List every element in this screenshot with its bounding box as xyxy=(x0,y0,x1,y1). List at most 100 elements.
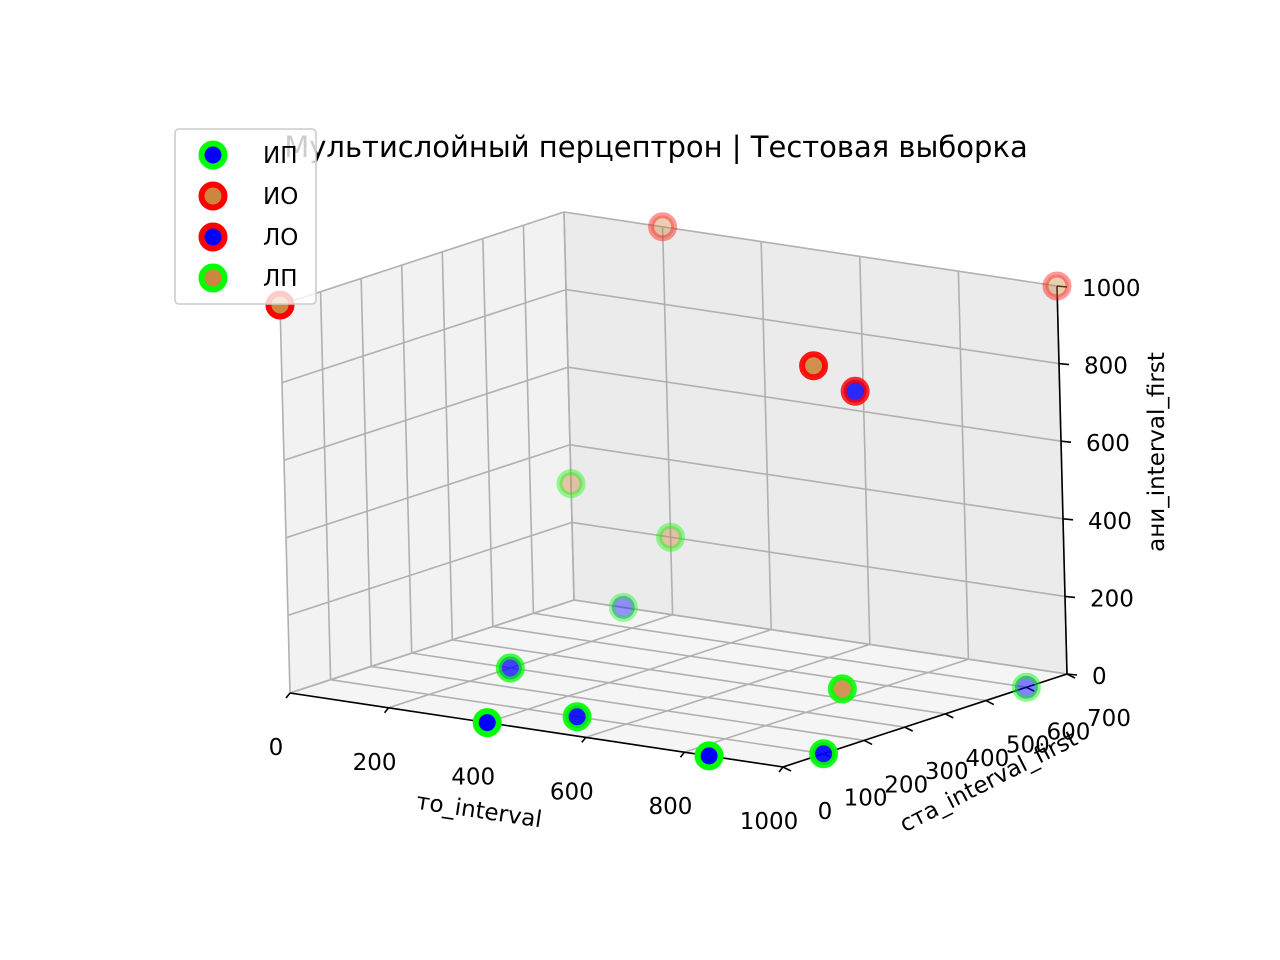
z-tick-mark xyxy=(1058,362,1070,366)
scatter-point-series-0 xyxy=(495,653,525,683)
z-tick-mark xyxy=(1066,673,1078,676)
scatter-point-series-1 xyxy=(1042,271,1072,301)
grid-y-floor xyxy=(452,639,946,715)
grid-x-back xyxy=(957,271,970,660)
x-tick-label: 400 xyxy=(451,765,495,791)
z-tick-label: 800 xyxy=(1084,354,1128,380)
y-tick-mark xyxy=(944,713,954,719)
grid-x-floor xyxy=(486,628,772,724)
x-axis-label: то_interval xyxy=(414,789,543,833)
grid-y-left xyxy=(319,291,332,680)
grid-z-left xyxy=(287,521,573,617)
y-tick-mark xyxy=(985,699,995,706)
legend-marker xyxy=(198,263,228,293)
grid-y-floor xyxy=(411,652,905,728)
legend-label: ЛО xyxy=(263,225,298,251)
grid-z-left xyxy=(283,366,569,461)
z-axis-label: ани_interval_first xyxy=(1144,352,1170,552)
pane-back xyxy=(564,212,1067,674)
grid-z-left xyxy=(285,444,571,539)
y-tick-mark xyxy=(782,766,792,772)
grid-z-back xyxy=(563,211,1058,287)
x-tick-mark xyxy=(679,751,686,758)
y-tick-mark xyxy=(904,726,914,732)
grid-y-left xyxy=(482,238,494,627)
x-tick-mark xyxy=(285,692,291,699)
z-tick-label: 600 xyxy=(1086,431,1130,457)
x-tick-label: 800 xyxy=(648,794,692,820)
grid-y-left xyxy=(360,278,372,667)
y-tick-label: 700 xyxy=(1087,706,1131,732)
grid-z-back xyxy=(569,444,1064,520)
grid-z-back xyxy=(565,288,1060,365)
scatter-point-series-0 xyxy=(472,708,502,738)
z-tick-label: 400 xyxy=(1088,509,1132,535)
scatter-point-series-0 xyxy=(809,739,839,769)
y-tick-mark xyxy=(863,739,873,746)
chart-title: Мультислойный перцептрон | Тестовая выбо… xyxy=(284,130,1027,164)
x-tick-mark xyxy=(383,707,390,714)
scatter-point-series-2 xyxy=(840,376,870,406)
y-tick-label: 200 xyxy=(884,772,928,798)
y-tick-label: 100 xyxy=(844,786,888,812)
scatter-point-series-3 xyxy=(827,674,857,704)
legend-marker xyxy=(198,181,228,211)
grid-z-left xyxy=(279,211,565,306)
x-tick-label: 200 xyxy=(353,750,397,776)
x-tick-mark xyxy=(778,766,784,773)
legend-label: ИП xyxy=(263,143,298,169)
z-tick-label: 1000 xyxy=(1082,276,1141,302)
grid-z-left xyxy=(289,599,575,694)
grid-x-floor xyxy=(684,658,969,753)
axis-panes xyxy=(280,212,1067,767)
grid-y-floor xyxy=(533,612,1027,689)
scatter-point-series-1 xyxy=(799,351,829,381)
legend-label: ЛП xyxy=(263,266,298,292)
grid-z-back xyxy=(567,366,1062,442)
scatter-point-series-3 xyxy=(556,469,586,499)
grid-z-left xyxy=(281,288,567,384)
grid-y-floor xyxy=(492,625,986,702)
grid-x-back xyxy=(661,226,674,615)
scatter-point-series-1 xyxy=(648,212,678,242)
z-tick-mark xyxy=(1056,285,1068,288)
grid-y-left xyxy=(563,211,575,601)
grid-x-back xyxy=(760,241,772,630)
grid-y-left xyxy=(400,265,413,654)
grid-y-left xyxy=(522,225,535,614)
y-tick-label: 400 xyxy=(965,746,1009,772)
x-tick-label: 0 xyxy=(269,735,284,761)
x-tick-mark xyxy=(581,736,587,743)
z-tick-mark xyxy=(1060,440,1072,443)
legend: ИП ИО ЛО ЛП xyxy=(174,128,317,305)
scatter-point-series-3 xyxy=(656,522,686,552)
grid-x-back xyxy=(859,256,871,645)
y-tick-label: 300 xyxy=(925,759,969,785)
grid-z-back xyxy=(571,521,1066,598)
legend-box xyxy=(174,128,317,305)
x-tick-label: 600 xyxy=(550,779,594,805)
z-tick-label: 200 xyxy=(1090,586,1134,612)
legend-marker xyxy=(198,222,228,252)
grid-z-back xyxy=(573,599,1068,675)
pane-left xyxy=(280,212,574,693)
grid-x-floor xyxy=(388,614,673,709)
grid-y-left xyxy=(279,304,291,694)
y-tick-mark xyxy=(1026,686,1035,693)
x-tick-label: 1000 xyxy=(740,809,799,835)
grid-x-floor xyxy=(585,643,871,739)
legend-label: ИО xyxy=(263,184,298,210)
z-axis-line xyxy=(1056,285,1068,675)
scatter-point-series-0 xyxy=(562,702,592,732)
legend-marker xyxy=(198,140,228,170)
y-tick-label: 0 xyxy=(818,799,833,825)
grid-y-floor xyxy=(371,665,865,742)
z-tick-mark xyxy=(1062,518,1074,521)
z-tick-mark xyxy=(1064,595,1076,599)
pane-floor xyxy=(290,600,1067,767)
scatter-point-series-0 xyxy=(694,741,724,771)
data-points xyxy=(265,212,1072,771)
y-tick-label: 600 xyxy=(1046,719,1090,745)
